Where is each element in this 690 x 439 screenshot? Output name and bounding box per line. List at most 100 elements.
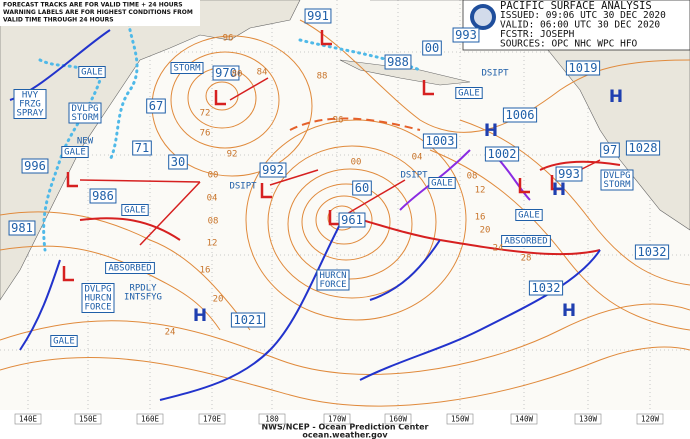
footer-line: NWS/NCEP - Ocean Prediction Center [261,423,428,432]
label-box [121,204,149,216]
pressure-box [230,312,266,328]
label-box [105,262,155,274]
longitude-label: 150E [79,415,98,424]
pressure-box [625,140,661,156]
longitude-label: 180 [265,415,279,424]
low-centers [62,30,562,282]
pressure-box [146,98,166,114]
warning-label: HVY [22,91,39,101]
longitude-box [136,413,164,425]
pressure-box [502,107,538,123]
pressure-label: 1021 [234,313,263,327]
pressure-label: 1002 [488,147,517,161]
longitude-box [446,413,474,425]
pressure-box [600,142,620,158]
warning-label: GALE [64,148,86,158]
footer-line: ocean.weather.gov [302,431,388,439]
pressure-box [89,188,117,204]
pressure-label: 993 [558,167,580,181]
pressure-label: 986 [92,189,114,203]
isobar-label: 84 [257,68,268,78]
pressure-box [528,280,564,296]
pressure-box [132,140,152,156]
label-box [81,283,115,313]
longitude-label: 120W [641,415,660,424]
pressure-box [8,220,36,236]
warning-label: STORM [603,180,631,190]
isobar-label: 20 [480,226,491,236]
label-box [515,209,543,221]
longitude-label: 140E [19,415,38,424]
isobar-label: 24 [165,328,176,338]
status-label: DSIPT [481,69,509,79]
isobar-label: 72 [200,109,211,119]
warning-label: DVLPG [71,104,98,114]
isobar-label: 28 [521,254,532,264]
isobar-label: 00 [208,171,219,181]
longitude-box [384,413,412,425]
high-center: H [193,306,207,326]
longitude-box [74,413,102,425]
isobar-label: 04 [207,194,218,204]
longitude-box [574,413,602,425]
warning-label: GALE [458,89,480,99]
pressure-label: 71 [135,141,149,155]
high-center: H [552,180,566,200]
pressure-label: 993 [455,28,477,42]
pressure-label: 991 [307,9,329,23]
isobar-label: 08 [467,172,478,182]
pressure-label: 1032 [532,281,561,295]
longitude-label: 170W [328,415,347,424]
pressure-label: 961 [341,213,363,227]
warning-label: SPRAY [16,109,44,119]
warning-label: STORM [71,113,99,123]
fronts [9,29,621,401]
pressure-label: 981 [11,221,33,235]
warning-label: FORCE [84,303,111,313]
note-line: WARNING LABELS ARE FOR HIGHEST CONDITION… [3,9,193,16]
longitude-label: 140W [515,415,534,424]
warning-label: GALE [518,211,540,221]
warning-label: GALE [81,68,103,78]
high-center: H [562,301,576,321]
label-box [50,335,78,347]
pressure-box [422,40,442,56]
label-box [61,146,89,158]
pressure-label: 60 [355,181,369,195]
header-line: ISSUED: 09:06 UTC 30 DEC 2020 [500,10,666,21]
longitude-label: 160W [389,415,408,424]
high-center: H [609,87,623,107]
pressure-label: 1032 [638,245,667,259]
warning-label: GALE [53,337,75,347]
longitude-box [323,413,351,425]
pressure-box [338,212,366,228]
pressure-label: 1019 [569,61,598,75]
pressure-label: 97 [603,143,617,157]
isobar-label: 00 [351,158,362,168]
isobar-label: 76 [200,129,211,139]
label-box [13,89,47,119]
warning-label: ABSORBED [108,264,151,274]
warning-label: ABSORBED [504,237,547,247]
pressure-box [555,166,583,182]
label-box [316,269,350,291]
warning-label: STORM [173,64,201,74]
pressure-label: 00 [425,41,439,55]
warning-label: GALE [124,206,146,216]
pressure-label: 992 [262,163,284,177]
longitude-label: 160E [141,415,160,424]
longitude-label: 150W [451,415,470,424]
isobar-label: 16 [200,266,211,276]
longitude-label: 130W [579,415,598,424]
isobar-label: 12 [207,239,218,249]
status-label: RPDLY [129,284,157,294]
label-box [170,62,204,74]
warning-label: DVLPG [603,171,630,181]
longitude-label: 170E [203,415,222,424]
header-line: PACIFIC SURFACE ANALYSIS [500,0,652,12]
isobar-label: 20 [213,295,224,305]
warning-label: DVLPG [84,285,111,295]
label-box [600,169,634,191]
